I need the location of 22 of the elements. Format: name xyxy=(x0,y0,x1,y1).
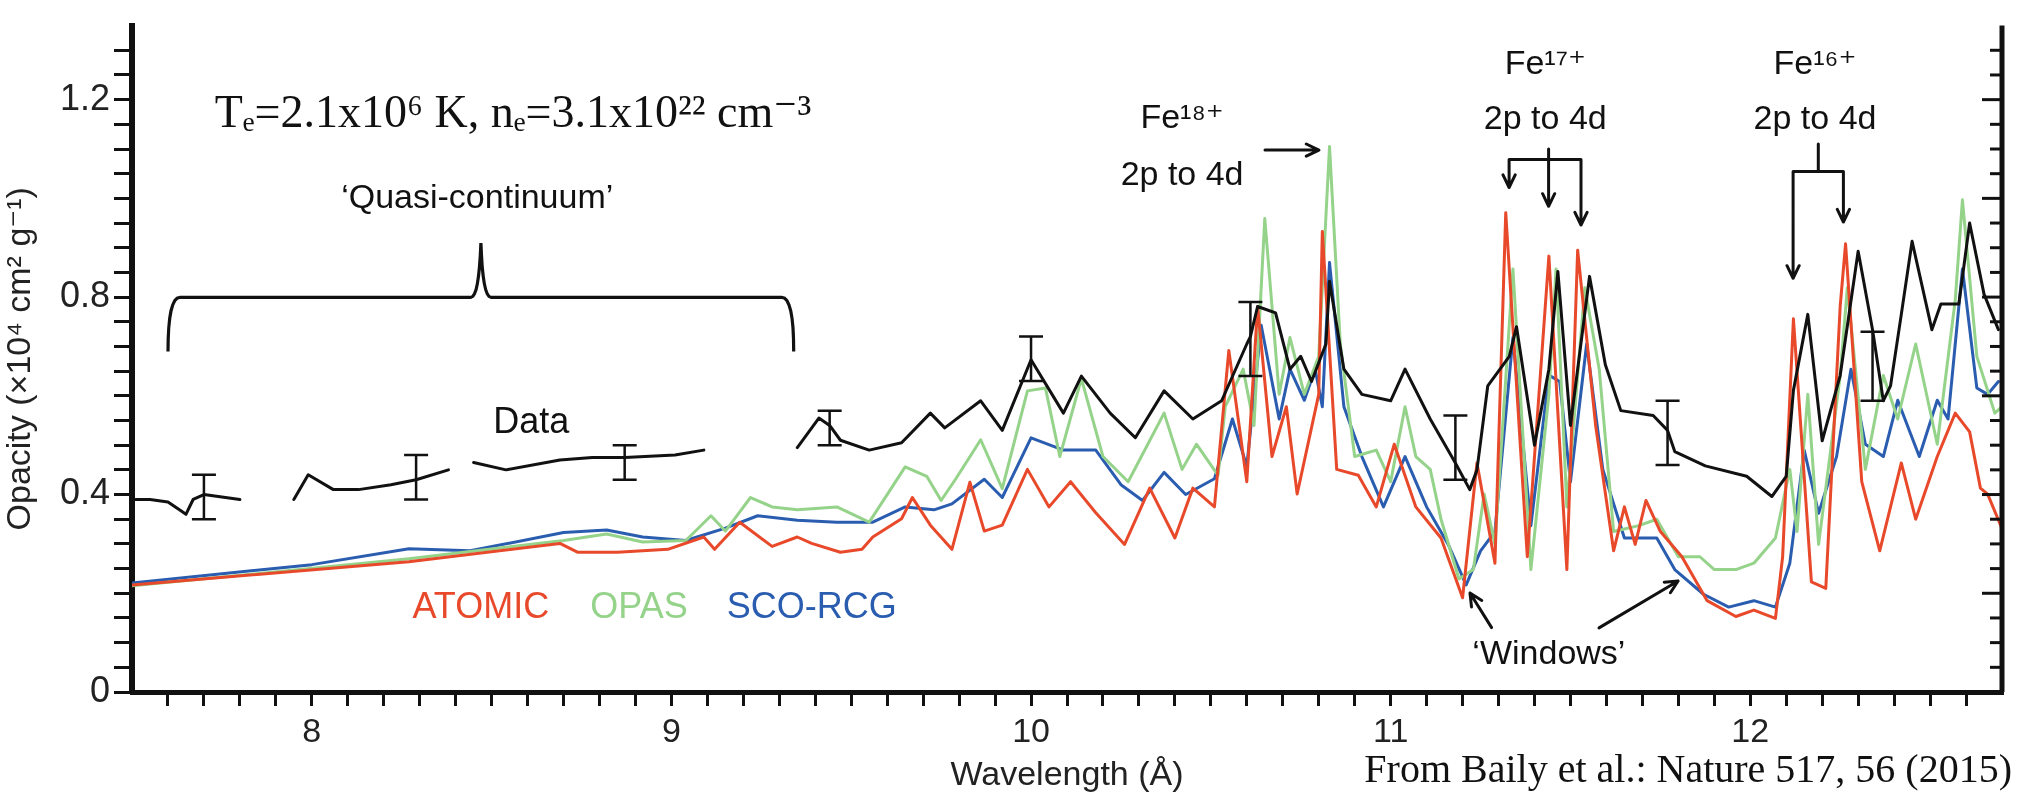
x-axis-title: Wavelength (Å) xyxy=(950,753,1184,792)
x-tick-label: 11 xyxy=(1373,710,1409,749)
series-label: Data xyxy=(493,399,571,441)
series-label: ATOMIC xyxy=(412,585,550,626)
annotation: ‘Quasi-continuum’ xyxy=(341,176,614,215)
annotation: Fe¹⁷⁺ 2p to 4d xyxy=(1483,43,1607,136)
series-label: SCO-RCG xyxy=(726,585,897,626)
y-tick-label: 0.4 xyxy=(59,471,110,513)
x-tick-label: 12 xyxy=(1731,710,1770,749)
annotation: ‘Windows’ xyxy=(1472,633,1626,672)
annotation: Fe¹⁶⁺ 2p to 4d xyxy=(1753,43,1877,136)
y-axis-title: Opacity (×10⁴ cm² g⁻¹) xyxy=(0,187,37,531)
text: From Baily et al.: Nature 517, 56 (2015) xyxy=(1364,746,2012,791)
y-tick-label: 0 xyxy=(89,668,110,710)
x-tick-label: 10 xyxy=(1012,710,1050,749)
y-tick-label: 1.2 xyxy=(59,76,110,118)
series-label: OPAS xyxy=(590,585,688,626)
x-tick-label: 9 xyxy=(661,710,681,749)
text: Tₑ=2.1x10⁶ K, nₑ=3.1x10²² cm⁻³ xyxy=(214,85,812,137)
y-tick-label: 0.8 xyxy=(59,274,110,316)
annotation: Fe¹⁸⁺ 2p to 4d xyxy=(1120,96,1244,192)
x-tick-label: 8 xyxy=(302,710,322,749)
